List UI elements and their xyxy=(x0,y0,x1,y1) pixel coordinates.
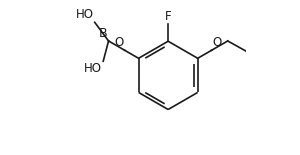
Text: HO: HO xyxy=(84,62,102,75)
Text: F: F xyxy=(165,10,171,23)
Text: HO: HO xyxy=(76,8,94,21)
Text: O: O xyxy=(213,36,222,49)
Text: B: B xyxy=(99,27,107,40)
Text: O: O xyxy=(114,36,124,49)
